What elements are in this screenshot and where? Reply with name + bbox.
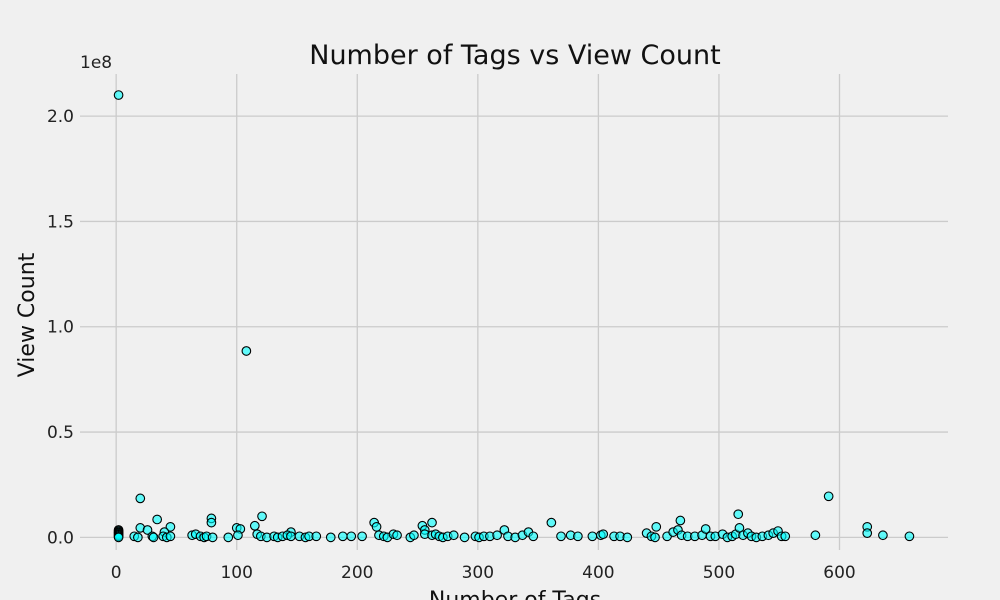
scatter-point bbox=[448, 530, 459, 541]
scatter-point bbox=[823, 491, 834, 502]
scatter-point bbox=[223, 532, 234, 543]
scatter-point bbox=[651, 521, 662, 532]
scatter-point bbox=[650, 532, 660, 543]
y-tick-label: 1.5 bbox=[47, 212, 74, 232]
x-tick-label: 0 bbox=[111, 563, 122, 583]
scatter-point bbox=[346, 531, 357, 542]
scatter-point bbox=[148, 532, 159, 543]
x-tick-label: 600 bbox=[823, 563, 855, 583]
scatter-point bbox=[325, 532, 336, 543]
scatter-point bbox=[700, 524, 711, 534]
x-tick-label: 500 bbox=[703, 563, 735, 583]
scatter-point bbox=[587, 531, 598, 542]
scatter-point bbox=[459, 532, 470, 543]
scatter-point bbox=[133, 532, 143, 543]
scatter-point bbox=[257, 511, 267, 522]
scatter-point bbox=[249, 520, 260, 531]
scatter-point bbox=[357, 531, 367, 542]
scatter-point bbox=[675, 515, 686, 526]
scatter-point bbox=[904, 531, 915, 542]
scatter-point bbox=[207, 532, 218, 543]
scatter-point bbox=[152, 514, 163, 525]
scatter-point bbox=[142, 525, 153, 535]
scatter-point bbox=[165, 531, 176, 542]
y-tick-labels: 0.0 0.5 1.0 1.5 2.0 bbox=[47, 107, 74, 548]
scatter-point bbox=[337, 531, 348, 542]
y-tick-label: 0.5 bbox=[47, 423, 74, 443]
scatter-point bbox=[371, 521, 382, 532]
grid-lines bbox=[80, 74, 948, 550]
scatter-point bbox=[392, 530, 402, 541]
x-tick-label: 100 bbox=[220, 563, 252, 583]
scatter-point bbox=[311, 531, 322, 542]
scatter-point bbox=[165, 521, 176, 532]
x-tick-label: 300 bbox=[462, 563, 494, 583]
scatter-point bbox=[622, 532, 633, 543]
scatter-point bbox=[862, 528, 873, 539]
scatter-point bbox=[427, 517, 437, 528]
data-points bbox=[113, 90, 915, 543]
scatter-point bbox=[556, 531, 566, 542]
scatter-point bbox=[492, 530, 502, 541]
x-tick-label: 200 bbox=[341, 563, 373, 583]
scatter-point bbox=[878, 530, 888, 541]
y-tick-label: 1.0 bbox=[47, 318, 74, 338]
x-tick-label: 400 bbox=[582, 563, 614, 583]
scatter-point bbox=[113, 532, 124, 543]
scatter-point bbox=[780, 531, 791, 542]
scatter-point bbox=[113, 90, 124, 100]
y-tick-label: 0.0 bbox=[47, 528, 74, 548]
scatter-point bbox=[733, 509, 744, 520]
y-tick-label: 2.0 bbox=[47, 107, 74, 127]
scatter-point bbox=[233, 530, 243, 541]
x-tick-labels: 0 100 200 300 400 500 600 bbox=[111, 563, 856, 583]
scatter-point bbox=[241, 346, 252, 356]
scatter-point bbox=[286, 531, 296, 542]
scatter-point bbox=[528, 531, 539, 542]
scatter-point bbox=[573, 531, 583, 542]
scatter-point bbox=[546, 517, 557, 528]
y-axis-offset-label: 1e8 bbox=[80, 53, 112, 73]
scatter-point bbox=[409, 530, 419, 541]
y-axis-label: View Count bbox=[15, 252, 40, 377]
scatter-point bbox=[810, 530, 821, 541]
scatter-point bbox=[598, 529, 609, 540]
x-axis-label: Number of Tags bbox=[429, 588, 601, 600]
scatter-point bbox=[206, 517, 217, 528]
scatter-point bbox=[135, 493, 146, 504]
chart-title: Number of Tags vs View Count bbox=[309, 40, 720, 71]
